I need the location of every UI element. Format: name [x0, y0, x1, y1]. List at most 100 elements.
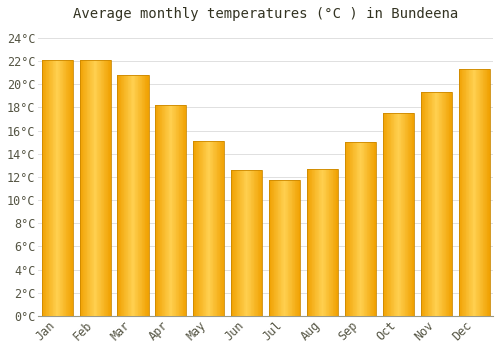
Bar	[176, 105, 177, 316]
Bar	[139, 75, 140, 316]
Bar	[402, 113, 403, 316]
Bar	[361, 142, 362, 316]
Bar	[86, 60, 88, 316]
Bar	[180, 105, 181, 316]
Bar	[242, 170, 243, 316]
Bar	[358, 142, 359, 316]
Bar	[442, 92, 443, 316]
Bar	[468, 69, 469, 316]
Bar	[471, 69, 472, 316]
Bar	[208, 141, 209, 316]
Bar	[223, 141, 224, 316]
Bar	[232, 170, 234, 316]
Bar	[280, 180, 281, 316]
Bar	[177, 105, 178, 316]
Bar	[383, 113, 384, 316]
Bar	[71, 60, 72, 316]
Bar	[350, 142, 351, 316]
Bar	[100, 60, 102, 316]
Bar	[480, 69, 481, 316]
Bar	[167, 105, 168, 316]
Bar	[69, 60, 70, 316]
Bar	[426, 92, 427, 316]
Bar	[368, 142, 369, 316]
Bar	[236, 170, 238, 316]
Bar	[194, 141, 195, 316]
Bar	[352, 142, 354, 316]
Bar	[253, 170, 254, 316]
Bar	[70, 60, 71, 316]
Bar	[137, 75, 138, 316]
Bar	[476, 69, 477, 316]
Bar	[374, 142, 375, 316]
Bar	[124, 75, 125, 316]
Bar	[484, 69, 485, 316]
Bar	[136, 75, 137, 316]
Bar	[207, 141, 208, 316]
Bar	[168, 105, 170, 316]
Bar	[85, 60, 86, 316]
Bar	[157, 105, 158, 316]
Bar	[193, 141, 224, 316]
Bar	[441, 92, 442, 316]
Bar	[297, 180, 298, 316]
Bar	[432, 92, 433, 316]
Bar	[478, 69, 479, 316]
Bar	[347, 142, 348, 316]
Bar	[156, 105, 186, 316]
Bar	[238, 170, 239, 316]
Bar	[274, 180, 276, 316]
Bar	[162, 105, 163, 316]
Bar	[239, 170, 240, 316]
Bar	[330, 169, 331, 316]
Bar	[362, 142, 364, 316]
Bar	[197, 141, 198, 316]
Bar	[422, 92, 423, 316]
Bar	[336, 169, 338, 316]
Bar	[60, 60, 61, 316]
Bar	[128, 75, 129, 316]
Bar	[277, 180, 278, 316]
Bar	[98, 60, 99, 316]
Bar	[50, 60, 51, 316]
Bar	[431, 92, 432, 316]
Bar	[354, 142, 355, 316]
Bar	[48, 60, 50, 316]
Title: Average monthly temperatures (°C ) in Bundeena: Average monthly temperatures (°C ) in Bu…	[73, 7, 458, 21]
Bar	[62, 60, 64, 316]
Bar	[140, 75, 141, 316]
Bar	[84, 60, 85, 316]
Bar	[365, 142, 366, 316]
Bar	[259, 170, 260, 316]
Bar	[278, 180, 279, 316]
Bar	[56, 60, 57, 316]
Bar	[410, 113, 412, 316]
Bar	[346, 142, 347, 316]
Bar	[184, 105, 185, 316]
Bar	[446, 92, 447, 316]
Bar	[345, 142, 376, 316]
Bar	[219, 141, 220, 316]
Bar	[420, 92, 422, 316]
Bar	[144, 75, 146, 316]
Bar	[96, 60, 98, 316]
Bar	[240, 170, 241, 316]
Bar	[393, 113, 394, 316]
Bar	[156, 105, 157, 316]
Bar	[42, 60, 43, 316]
Bar	[451, 92, 452, 316]
Bar	[370, 142, 372, 316]
Bar	[434, 92, 436, 316]
Bar	[429, 92, 430, 316]
Bar	[47, 60, 48, 316]
Bar	[488, 69, 489, 316]
Bar	[294, 180, 296, 316]
Bar	[409, 113, 410, 316]
Bar	[475, 69, 476, 316]
Bar	[390, 113, 392, 316]
Bar	[396, 113, 398, 316]
Bar	[210, 141, 211, 316]
Bar	[80, 60, 81, 316]
Bar	[66, 60, 68, 316]
Bar	[55, 60, 56, 316]
